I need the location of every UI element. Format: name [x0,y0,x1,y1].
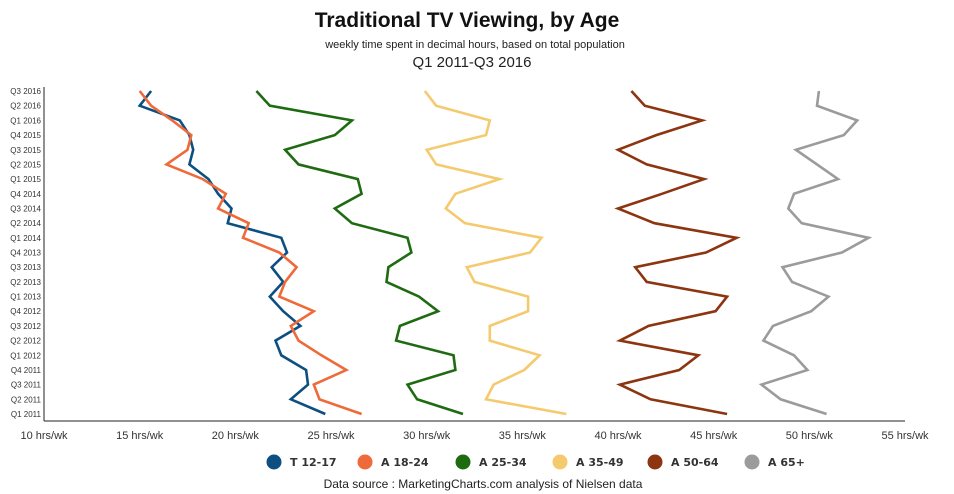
legend-swatch [455,454,471,470]
y-tick-label: Q2 2012 [10,337,41,346]
series-line-t-12-17 [137,90,326,416]
y-tick-label: Q4 2012 [10,307,41,316]
x-tick-label: 20 hrs/wk [212,430,260,442]
legend-swatch [647,454,663,470]
x-tick-label: 55 hrs/wk [881,430,929,442]
y-tick-label: Q4 2011 [11,366,42,375]
chart-period: Q1 2011-Q3 2016 [413,54,532,71]
series-line-a-65- [758,90,873,416]
y-tick-label: Q4 2015 [10,131,41,140]
legend-label: A 25-34 [479,456,527,469]
y-tick-label: Q2 2013 [10,278,41,287]
x-tick-label: 30 hrs/wk [403,430,451,442]
y-tick-label: Q1 2014 [10,234,41,243]
y-tick-label: Q2 2014 [10,219,41,228]
legend-swatch [266,454,282,470]
y-tick-label: Q2 2011 [11,395,42,404]
legend-swatch [552,454,568,470]
chart-title: Traditional TV Viewing, by Age [315,9,620,32]
y-tick-label: Q3 2014 [10,204,41,213]
y-tick-label: Q2 2015 [10,160,41,169]
x-tick-label: 10 hrs/wk [20,430,68,442]
series-line-a-35-49 [423,90,567,416]
y-tick-label: Q4 2014 [10,190,41,199]
y-tick-label: Q3 2012 [10,322,41,331]
legend-swatch [357,454,373,470]
series-line-a-25-34 [255,90,464,416]
chart-axes: Q1 2011 Q2 2011 Q3 2011 Q4 2011 Q1 2012 Q2 20… [10,87,929,442]
y-tick-label: Q3 2013 [10,263,41,272]
y-tick-label: Q1 2012 [10,351,41,360]
chart-legend: T 12-17 A 18-24 A 25-34 A 35-49 A 50-64 A 65+ [266,454,805,470]
x-tick-label: 40 hrs/wk [594,430,642,442]
x-tick-label: 15 hrs/wk [116,430,164,442]
y-tick-label: Q4 2013 [10,249,41,258]
y-tick-label: Q3 2011 [11,381,42,390]
y-tick-label: Q1 2011 [11,410,42,419]
legend-label: A 35-49 [576,456,624,469]
x-tick-label: 35 hrs/wk [499,430,547,442]
series-lines [137,90,873,416]
y-tick-label: Q3 2016 [10,87,41,96]
legend-label: A 50-64 [671,456,719,469]
chart-subtitle: weekly time spent in decimal hours, base… [324,39,625,51]
x-tick-label: 25 hrs/wk [307,430,355,442]
chart-source: Data source : MarketingCharts.com analys… [324,477,643,491]
y-tick-label: Q3 2015 [10,146,41,155]
legend-label: A 18-24 [381,456,429,469]
legend-label: T 12-17 [290,456,337,469]
x-tick-label: 45 hrs/wk [690,430,738,442]
series-line-a-50-64 [614,90,741,416]
series-line-a-18-24 [138,90,363,416]
y-tick-label: Q1 2013 [10,293,41,302]
y-tick-label: Q1 2015 [10,175,41,184]
legend-swatch [744,454,760,470]
x-tick-label: 50 hrs/wk [786,430,834,442]
legend-label: A 65+ [768,456,805,469]
y-tick-label: Q2 2016 [10,102,41,111]
y-tick-label: Q1 2016 [10,116,41,125]
